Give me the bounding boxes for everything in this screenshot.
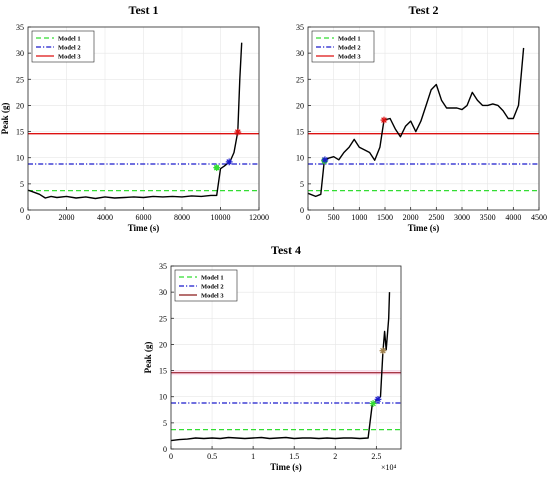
legend-label: Model 2 — [58, 44, 81, 51]
y-tick-label: 30 — [16, 49, 24, 58]
y-tick-label: 35 — [16, 23, 24, 32]
y-tick-label: 25 — [159, 314, 167, 323]
marker-model-2 — [374, 395, 382, 403]
chart-title: Test 1 — [129, 3, 159, 17]
legend: Model 1 Model 2 Model 3 — [31, 30, 95, 63]
x-tick-label: 2 — [333, 452, 337, 461]
marker-stroke — [370, 400, 376, 407]
legend-label: Model 3 — [201, 292, 224, 299]
x-tick-label: 3000 — [454, 213, 470, 222]
y-tick-label: 20 — [296, 101, 304, 110]
chart-1: 0 2000 4000 6000 8000 10000 12000 0 5 10 15 20 25 30 3… — [0, 3, 269, 233]
marker-stroke — [375, 396, 381, 403]
marker-model-1 — [369, 400, 377, 407]
y-tick-label: 0 — [300, 206, 304, 215]
y-tick-label: 5 — [20, 180, 24, 189]
y-tick-label: 5 — [163, 419, 167, 428]
x-tick-label: 8000 — [174, 213, 190, 222]
x-tick-label: 4500 — [531, 213, 547, 222]
y-axis-label: Peak (g) — [0, 103, 10, 135]
y-tick-label: 15 — [16, 128, 24, 137]
x-tick-label: 0 — [306, 213, 310, 222]
y-tick-label: 0 — [20, 206, 24, 215]
x-tick-label: 2000 — [59, 213, 75, 222]
marker-stroke — [322, 157, 328, 163]
data-series-line — [307, 47, 525, 198]
y-tick-label: 10 — [296, 154, 304, 163]
marker-stroke — [235, 129, 241, 135]
marker-stroke — [226, 159, 232, 165]
threshold-band-model-3 — [171, 370, 401, 376]
legend-box — [174, 269, 238, 302]
y-tick-label: 25 — [16, 75, 24, 84]
x-axis-label: Time (s) — [408, 223, 440, 233]
x-tick-label: 6000 — [136, 213, 152, 222]
x-axis-label: Time (s) — [128, 223, 160, 233]
y-axis-label: Peak (g) — [143, 342, 153, 374]
legend-box — [311, 30, 375, 63]
y-tick-label: 5 — [300, 180, 304, 189]
chart-title: Test 4 — [271, 243, 301, 257]
y-tick-label: 15 — [159, 367, 167, 376]
y-tick-label: 0 — [163, 445, 167, 454]
legend-label: Model 1 — [58, 35, 81, 42]
marker-model-2 — [321, 156, 329, 164]
x-tick-label: 12000 — [249, 213, 269, 222]
marker-stroke — [381, 117, 387, 123]
y-tick-label: 30 — [296, 49, 304, 58]
x-axis-label: Time (s) — [270, 462, 302, 472]
x-tick-label: 4000 — [97, 213, 113, 222]
x-tick-label: 2.5 — [371, 452, 381, 461]
x-tick-label: 1.5 — [289, 452, 299, 461]
marker-model-2 — [225, 158, 233, 166]
x-tick-label: 3500 — [480, 213, 496, 222]
data-series-line — [27, 42, 243, 200]
axes-frame — [170, 265, 402, 450]
x-tick-label: 1500 — [377, 213, 393, 222]
y-tick-label: 30 — [159, 288, 167, 297]
chart-title: Test 2 — [409, 3, 439, 17]
y-tick-label: 35 — [159, 262, 167, 271]
legend-label: Model 1 — [338, 35, 361, 42]
marker-model-1 — [213, 164, 221, 172]
y-tick-label: 20 — [159, 340, 167, 349]
legend: Model 1 Model 2 Model 3 — [174, 269, 238, 302]
marker-stroke — [380, 347, 386, 354]
x-tick-label: 2500 — [428, 213, 444, 222]
marker-model-3 — [380, 116, 388, 124]
x-tick-label: 0.5 — [207, 452, 217, 461]
chart-3: 0 0.5 1 1.5 2 2.5 0 5 10 15 20 25 30 35 Test 4 Time (s)… — [143, 243, 402, 472]
legend: Model 1 Model 2 Model 3 — [311, 30, 375, 63]
legend-label: Model 2 — [201, 283, 224, 290]
y-tick-label: 10 — [16, 154, 24, 163]
legend-label: Model 3 — [58, 53, 81, 60]
y-tick-label: 15 — [296, 128, 304, 137]
y-tick-label: 20 — [16, 101, 24, 110]
legend-box — [31, 30, 95, 63]
x-tick-label: 0 — [169, 452, 173, 461]
y-tick-label: 35 — [296, 23, 304, 32]
x-tick-label: 4000 — [505, 213, 521, 222]
y-tick-label: 25 — [296, 75, 304, 84]
x-tick-label: 1000 — [351, 213, 367, 222]
x-exponent-label: ×10⁴ — [381, 463, 397, 472]
legend-label: Model 1 — [201, 274, 224, 281]
y-tick-label: 10 — [159, 393, 167, 402]
marker-model-3 — [379, 347, 387, 355]
x-tick-label: 500 — [328, 213, 340, 222]
legend-label: Model 2 — [338, 44, 361, 51]
x-tick-label: 1 — [251, 452, 255, 461]
legend-label: Model 3 — [338, 53, 361, 60]
chart-2: 0 500 1000 1500 2000 2500 3000 3500 4000 4500 0 5 10… — [296, 3, 547, 233]
marker-stroke — [213, 164, 220, 171]
x-tick-label: 0 — [26, 213, 30, 222]
marker-model-3 — [234, 128, 242, 136]
x-tick-label: 2000 — [403, 213, 419, 222]
axes-frame — [307, 26, 540, 211]
x-tick-label: 10000 — [211, 213, 231, 222]
